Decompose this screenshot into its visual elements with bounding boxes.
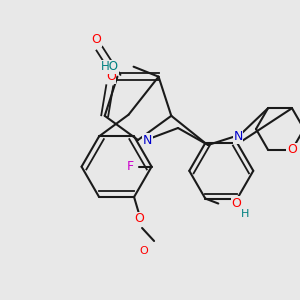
Text: F: F: [126, 160, 134, 173]
Text: HO: HO: [100, 60, 118, 73]
Text: O: O: [92, 33, 101, 46]
Text: O: O: [287, 143, 297, 156]
Text: H: H: [241, 208, 250, 218]
Text: O: O: [134, 212, 144, 226]
Text: O: O: [106, 70, 116, 83]
Text: N: N: [233, 130, 243, 143]
Text: N: N: [143, 134, 152, 146]
Text: O: O: [231, 197, 241, 210]
Text: O: O: [140, 246, 148, 256]
